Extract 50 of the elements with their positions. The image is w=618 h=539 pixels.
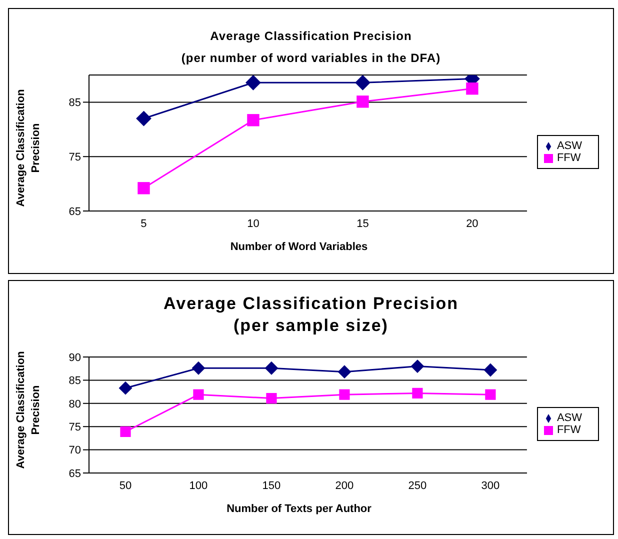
x-tick-label: 150: [262, 480, 281, 492]
point: [266, 392, 277, 404]
point: [193, 389, 204, 400]
point: [355, 75, 370, 90]
y-tick-label: 75: [68, 152, 81, 164]
y-tick-label: 75: [68, 422, 81, 434]
y-axis-title: Average Classification Precision: [14, 350, 43, 471]
point: [264, 362, 278, 375]
x-tick-label: 10: [247, 218, 260, 230]
point: [339, 389, 350, 400]
legend-label: ASW: [556, 412, 582, 424]
y-tick-label: 90: [68, 352, 81, 364]
y-tick-label: 70: [68, 444, 81, 457]
y-axis-title: Average Classification Precision: [14, 88, 43, 209]
point: [412, 388, 423, 398]
legend-label: FFW: [556, 152, 581, 164]
x-axis-title: Number of Texts per Author: [226, 503, 372, 515]
chart-subtitle: (per sample size): [232, 315, 390, 337]
x-tick-label: 15: [356, 218, 369, 230]
point: [120, 426, 131, 438]
chart-title: Average Classification Precision: [162, 293, 460, 315]
x-tick-label: 200: [335, 480, 354, 492]
point: [118, 382, 132, 395]
legend-label: ASW: [556, 140, 582, 152]
x-tick-label: 300: [481, 480, 500, 492]
y-tick-label: 65: [68, 468, 81, 480]
x-tick-label: 20: [466, 218, 478, 230]
chart-subtitle: (per number of word variables in the DFA): [180, 50, 442, 67]
point: [466, 82, 478, 95]
legend-label: FFW: [556, 424, 581, 436]
x-tick-label: 50: [119, 480, 132, 492]
x-axis-title: Number of Word Variables: [229, 241, 369, 253]
x-tick-label: 5: [140, 218, 147, 230]
chart-title: Average Classification Precision: [209, 28, 413, 45]
point: [246, 75, 261, 90]
y-tick-label: 65: [68, 206, 81, 218]
point: [410, 360, 424, 373]
point: [485, 389, 496, 400]
point: [192, 362, 205, 375]
point: [136, 111, 152, 126]
y-tick-label: 85: [68, 97, 81, 110]
point: [484, 363, 497, 376]
x-tick-label: 100: [189, 480, 208, 492]
x-tick-label: 250: [408, 480, 427, 492]
y-tick-label: 85: [68, 375, 81, 388]
point: [138, 182, 150, 194]
point: [356, 96, 369, 108]
point: [247, 114, 260, 126]
point: [338, 365, 351, 378]
y-tick-label: 80: [68, 398, 81, 410]
